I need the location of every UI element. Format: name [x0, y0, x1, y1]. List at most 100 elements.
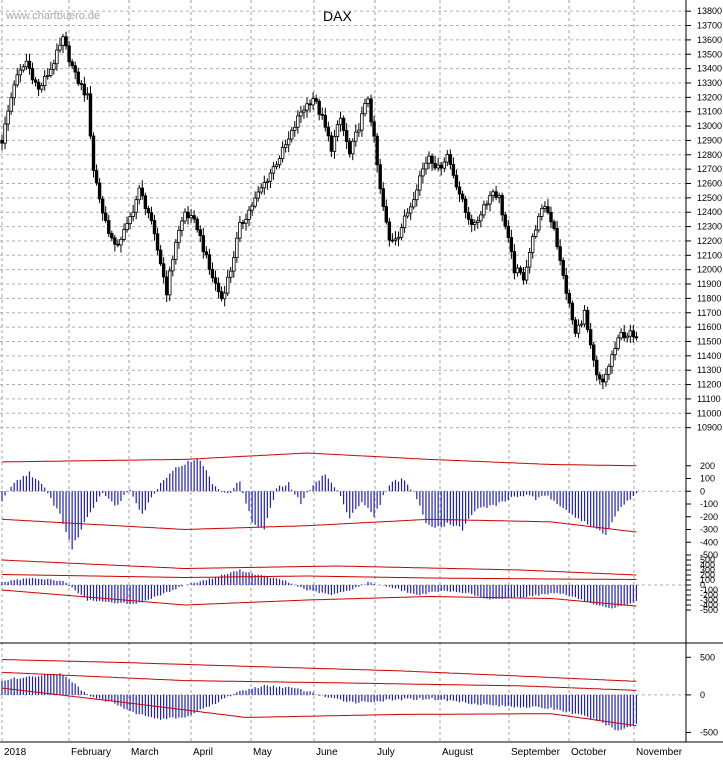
price-tick-label: 11100 — [697, 394, 721, 404]
candle-body — [70, 61, 74, 67]
candle-body — [372, 121, 376, 137]
candle-body — [527, 252, 532, 268]
candle-body — [601, 378, 605, 383]
candle — [399, 223, 404, 241]
candle — [448, 149, 453, 170]
candle — [454, 169, 459, 191]
month-label: February — [71, 747, 111, 758]
month-label: November — [636, 747, 683, 758]
candle-body — [451, 164, 456, 176]
price-tick-label: 13400 — [697, 64, 722, 74]
candle-body — [36, 81, 41, 90]
candle — [518, 265, 523, 275]
candle-body — [625, 335, 629, 339]
osc-tick-label: -200 — [700, 590, 718, 600]
candle-body — [592, 344, 596, 361]
candle-body — [442, 161, 446, 169]
candle — [9, 92, 13, 115]
candle — [271, 162, 276, 180]
candle-body — [323, 114, 327, 128]
candle — [24, 53, 29, 70]
candle-body — [415, 189, 419, 201]
candle — [110, 230, 114, 242]
candle — [207, 248, 212, 275]
candle-body — [469, 218, 474, 225]
candle — [540, 204, 544, 221]
candle-body — [61, 36, 65, 46]
candle-body — [347, 141, 352, 155]
candle-body — [427, 155, 431, 164]
candle — [320, 107, 324, 120]
candle — [308, 99, 312, 113]
candle — [195, 216, 199, 233]
candle — [619, 328, 623, 341]
candle-body — [143, 195, 148, 209]
candle — [329, 131, 334, 157]
candle-body — [329, 135, 334, 152]
candle — [256, 186, 260, 202]
candle-body — [253, 197, 257, 207]
osc-tick-label: -100 — [700, 499, 718, 509]
candle-body — [113, 237, 117, 245]
candle-body — [384, 206, 388, 223]
osc-tick-label: -300 — [700, 595, 718, 605]
candle — [131, 204, 135, 222]
candle — [323, 107, 327, 132]
candle-body — [546, 206, 550, 213]
candle — [174, 238, 178, 265]
candle — [49, 61, 53, 78]
candle — [354, 124, 358, 147]
candle — [192, 210, 196, 224]
candle-body — [216, 282, 221, 293]
candle — [390, 233, 395, 243]
oscillator-panel-2 — [1, 559, 638, 609]
candle — [405, 208, 410, 219]
candle-body — [201, 235, 205, 253]
candle-body — [259, 187, 263, 193]
candle — [466, 207, 471, 225]
candle — [241, 219, 245, 230]
candle — [408, 202, 413, 221]
osc-tick-label: 0 — [700, 580, 705, 590]
osc-tick-label: 0 — [700, 486, 705, 496]
candle — [521, 267, 526, 285]
candle — [418, 170, 422, 196]
price-tick-label: 13200 — [697, 92, 722, 102]
candle — [317, 98, 321, 121]
candle-body — [604, 373, 608, 383]
price-tick-label: 11700 — [697, 308, 721, 318]
osc-tick-label: -100 — [700, 585, 718, 595]
candle — [113, 235, 117, 252]
candle — [378, 158, 382, 194]
candle-body — [85, 93, 90, 96]
candle-body — [424, 162, 428, 170]
candle-body — [573, 319, 578, 334]
candle — [158, 245, 163, 267]
candle — [36, 78, 41, 97]
candle — [232, 251, 236, 278]
candle — [100, 195, 105, 221]
candle — [634, 331, 639, 341]
candle — [293, 120, 297, 137]
candle-body — [268, 172, 273, 182]
candle-body — [564, 275, 568, 294]
candle — [344, 123, 349, 150]
candle — [555, 220, 559, 250]
candle-body — [540, 208, 544, 217]
price-tick-label: 13000 — [697, 121, 722, 131]
candle-body — [524, 266, 529, 281]
candle — [134, 195, 138, 220]
candle-body — [55, 49, 59, 65]
candle — [238, 216, 242, 243]
candle — [341, 115, 346, 137]
candle — [79, 80, 83, 91]
candle — [616, 334, 620, 351]
candle-body — [567, 292, 571, 304]
candle-body — [256, 191, 260, 199]
candle-body — [21, 66, 26, 71]
candle — [12, 80, 16, 106]
candle-body — [79, 83, 83, 85]
candle — [381, 182, 385, 211]
candle-body — [552, 221, 556, 229]
